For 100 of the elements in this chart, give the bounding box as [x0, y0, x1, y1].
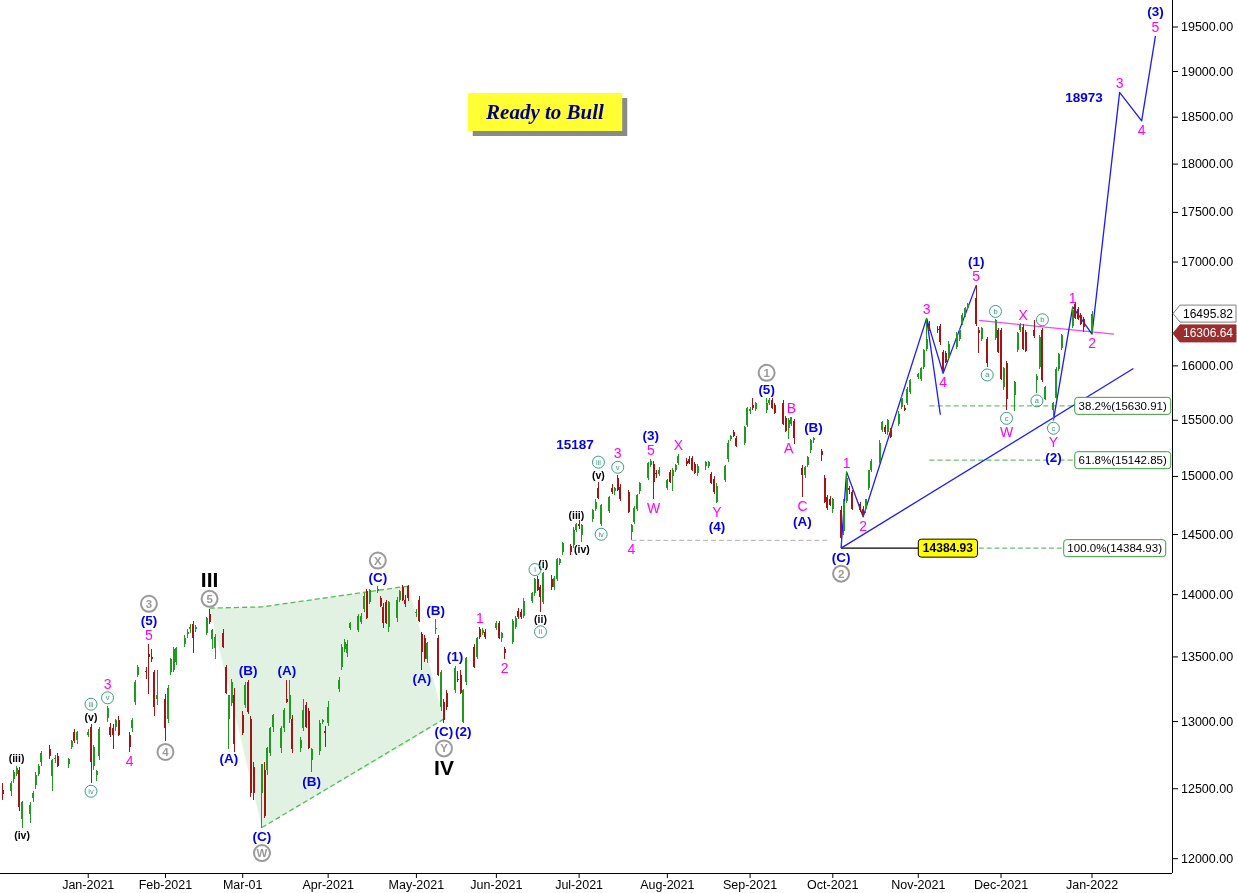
annotation: 2 — [1088, 335, 1097, 352]
annotation: 1 — [842, 454, 851, 471]
y-tick-label: 13500.00 — [1181, 649, 1234, 664]
annotation: (iii) — [8, 752, 25, 765]
annotation: 3 — [1115, 75, 1124, 92]
annotation: III — [200, 568, 219, 592]
annotation: (A) — [793, 513, 812, 529]
annotation: 5 — [206, 592, 214, 605]
y-tick-label: 18000.00 — [1181, 157, 1234, 172]
annotation: (A) — [412, 671, 432, 687]
annotation: 3 — [613, 445, 622, 462]
annotation: 2 — [859, 517, 868, 534]
x-tick-label: Sep-2021 — [722, 878, 778, 892]
annotation: W — [999, 424, 1014, 441]
y-tick-label: 18500.00 — [1181, 110, 1234, 125]
annotation: (B) — [804, 420, 823, 436]
annotation: IV — [434, 755, 454, 779]
annotation: (2) — [455, 724, 472, 740]
annotation: (5) — [758, 381, 775, 397]
y-tick-label: 12000.00 — [1181, 851, 1234, 866]
annotation: (3) — [1147, 4, 1164, 20]
annotation: (A) — [277, 663, 297, 679]
x-tick-label: Mar-01 — [222, 878, 263, 892]
annotation: 4 — [627, 541, 636, 558]
text: Ready to Bull — [485, 100, 605, 124]
y-tick-label: 13000.00 — [1181, 714, 1234, 729]
annotation: 5 — [646, 442, 655, 459]
y-tick-label: 17000.00 — [1181, 255, 1234, 270]
annotation: (iv) — [573, 543, 590, 556]
annotation: 5 — [972, 268, 981, 285]
x-tick-label: Jul-2021 — [555, 878, 604, 892]
annotation: (2) — [1045, 449, 1062, 465]
annotation: X — [1018, 306, 1029, 323]
annotation: 100.0%(14384.93) — [1067, 542, 1163, 555]
y-tick-label: 15500.00 — [1181, 413, 1234, 428]
annotation: (C) — [434, 724, 454, 740]
annotation: 14384.93 — [922, 541, 974, 556]
annotation: 15187 — [556, 436, 594, 452]
annotation: C — [797, 498, 808, 515]
x-tick-label: Jan-2021 — [62, 878, 115, 892]
x-tick-label: Apr-2021 — [302, 878, 354, 892]
x-tick-label: Jan-2022 — [1065, 878, 1119, 892]
x-tick-label: Feb-2021 — [138, 878, 193, 892]
annotation: (i) — [538, 558, 549, 571]
text: 16306.64 — [1182, 326, 1234, 341]
annotation: 61.8%(15142.85) — [1078, 454, 1168, 467]
x-tick-label: Jun-2021 — [470, 878, 523, 892]
annotation: Y — [712, 503, 723, 520]
annotation: (B) — [426, 602, 446, 618]
annotation: 1 — [475, 609, 484, 626]
annotation: 4 — [939, 374, 948, 391]
text: 16495.82 — [1182, 306, 1234, 321]
annotation: (v) — [84, 710, 98, 723]
annotation: (C) — [252, 829, 272, 845]
annotation: (v) — [591, 468, 605, 481]
y-tick-label: 14000.00 — [1181, 587, 1234, 602]
annotation: A — [784, 440, 795, 457]
y-tick-label: 19500.00 — [1181, 20, 1234, 35]
y-tick-label: 16000.00 — [1181, 358, 1234, 373]
y-tick-label: 15000.00 — [1181, 469, 1234, 484]
annotation: 1 — [1068, 289, 1077, 306]
annotation: 2 — [500, 660, 509, 677]
annotation: 4 — [162, 745, 170, 758]
annotation: 4 — [125, 753, 134, 770]
annotation: X — [373, 554, 382, 567]
y-tick-label: 17500.00 — [1181, 205, 1234, 220]
annotation: 3 — [922, 301, 931, 318]
annotation: (ii) — [534, 613, 547, 626]
annotation: (C) — [368, 569, 388, 585]
annotation: (1) — [967, 253, 985, 269]
annotation: 18973 — [1065, 89, 1104, 105]
x-tick-label: May-2021 — [388, 878, 445, 892]
annotation: (A) — [219, 750, 239, 766]
x-tick-label: Dec-2021 — [973, 878, 1029, 892]
annotation: W — [646, 500, 661, 517]
x-tick-label: Oct-2021 — [807, 878, 859, 892]
annotation: 4 — [1137, 121, 1146, 138]
y-tick-label: 14500.00 — [1181, 527, 1234, 542]
y-tick-label: 19000.00 — [1181, 64, 1234, 79]
annotation: Y — [1048, 434, 1059, 451]
annotation: 3 — [103, 675, 112, 692]
annotation: (iii) — [568, 509, 585, 522]
annotation: 5 — [145, 627, 154, 644]
annotation: 38.2%(15630.91) — [1078, 399, 1168, 412]
annotation: 5 — [1151, 18, 1160, 35]
annotation: (C) — [831, 549, 851, 565]
annotation: Y — [440, 742, 449, 755]
x-tick-label: Aug-2021 — [640, 878, 695, 892]
y-tick-label: 12500.00 — [1181, 781, 1234, 796]
annotation: (3) — [642, 427, 660, 443]
annotation: 3 — [145, 597, 153, 610]
annotation: (B) — [302, 773, 321, 789]
annotation: 1 — [763, 366, 771, 379]
annotation: B — [786, 399, 797, 416]
annotation: (iv) — [14, 829, 30, 842]
x-tick-label: Nov-2021 — [891, 878, 946, 892]
annotation: 2 — [837, 567, 845, 580]
annotation: (1) — [446, 649, 464, 665]
annotation: (5) — [140, 612, 158, 628]
annotation: X — [673, 436, 684, 453]
